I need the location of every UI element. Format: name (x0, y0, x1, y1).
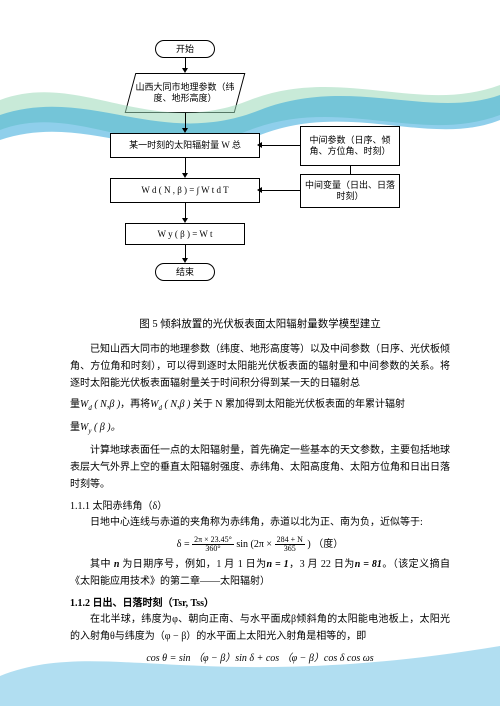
flow-start-label: 开始 (176, 44, 194, 55)
flow-wt: 某一时刻的太阳辐射量 W 总 (110, 133, 260, 158)
paragraph-1b: 量Wd ( N,β )，再将Wd ( N,β ) 关于 N 累加得到太阳能光伏板… (70, 396, 450, 415)
flow-wy-label: W y ( β ) = W t (158, 229, 213, 240)
heading-1-1-1: 1.1.1 太阳赤纬角（δ） (70, 497, 450, 512)
paragraph-1: 已知山西大同市的地理参数（纬度、地形高度等）以及中间参数（日序、光伏板倾角、方位… (70, 341, 450, 392)
flow-mid-params: 中间参数（日序、倾角、方位角、时刻） (300, 126, 400, 166)
flow-arrow (260, 145, 300, 146)
flow-arrow (350, 166, 351, 174)
heading-1-1-2: 1.1.2 日出、日落时刻（Tsr, Tss） (70, 594, 450, 609)
flow-end-label: 结束 (176, 267, 194, 278)
flow-mid-vars: 中间变量（日出、日落时刻） (300, 174, 400, 208)
paragraph-2: 计算地球表面任一点的太阳辐射量，首先确定一些基本的天文参数，主要包括地球表层大气… (70, 442, 450, 493)
flow-wd: W d ( N , β ) = ∫ W t d T (110, 178, 260, 203)
flow-wd-label: W d ( N , β ) = ∫ W t d T (141, 185, 228, 196)
figure-caption: 图 5 倾斜放置的光伏板表面太阳辐射量数学模型建立 (70, 316, 450, 331)
flow-wy: W y ( β ) = W t (125, 223, 245, 245)
flow-wt-label: 某一时刻的太阳辐射量 W 总 (129, 140, 241, 151)
paragraph-5: 在北半球，纬度为φ、朝向正南、与水平面成β倾斜角的太阳能电池板上，太阳光的入射角… (70, 611, 450, 645)
flow-start: 开始 (155, 40, 215, 58)
flow-end: 结束 (155, 263, 215, 281)
paragraph-1c: 量Wy ( β )。 (70, 419, 450, 438)
flow-params: 山西大同市地理参数（纬度、地形高度） (130, 73, 240, 113)
flow-mid-vars-label: 中间变量（日出、日落时刻） (305, 180, 395, 202)
paragraph-3: 日地中心连线与赤道的夹角称为赤纬角，赤道以北为正、南为负，近似等于: (70, 514, 450, 531)
flow-arrowhead (257, 187, 262, 193)
paragraph-4: 其中 n 为日期序号，例如，1 月 1 日为n = 1，3 月 22 日为n =… (70, 556, 450, 590)
formula-1: δ = 2π × 23.45°360° sin (2π × 284 + N365… (70, 535, 450, 554)
flow-params-label: 山西大同市地理参数（纬度、地形高度） (134, 82, 236, 104)
flow-arrow (260, 190, 300, 191)
flowchart: 开始 山西大同市地理参数（纬度、地形高度） 某一时刻的太阳辐射量 W 总 中间参… (80, 40, 440, 310)
formula-2: cos θ = sin （φ − β）sin δ + cos （φ − β）co… (70, 649, 450, 664)
flow-mid-params-label: 中间参数（日序、倾角、方位角、时刻） (305, 135, 395, 157)
page-content: 开始 山西大同市地理参数（纬度、地形高度） 某一时刻的太阳辐射量 W 总 中间参… (70, 40, 450, 667)
flow-arrowhead (257, 142, 262, 148)
